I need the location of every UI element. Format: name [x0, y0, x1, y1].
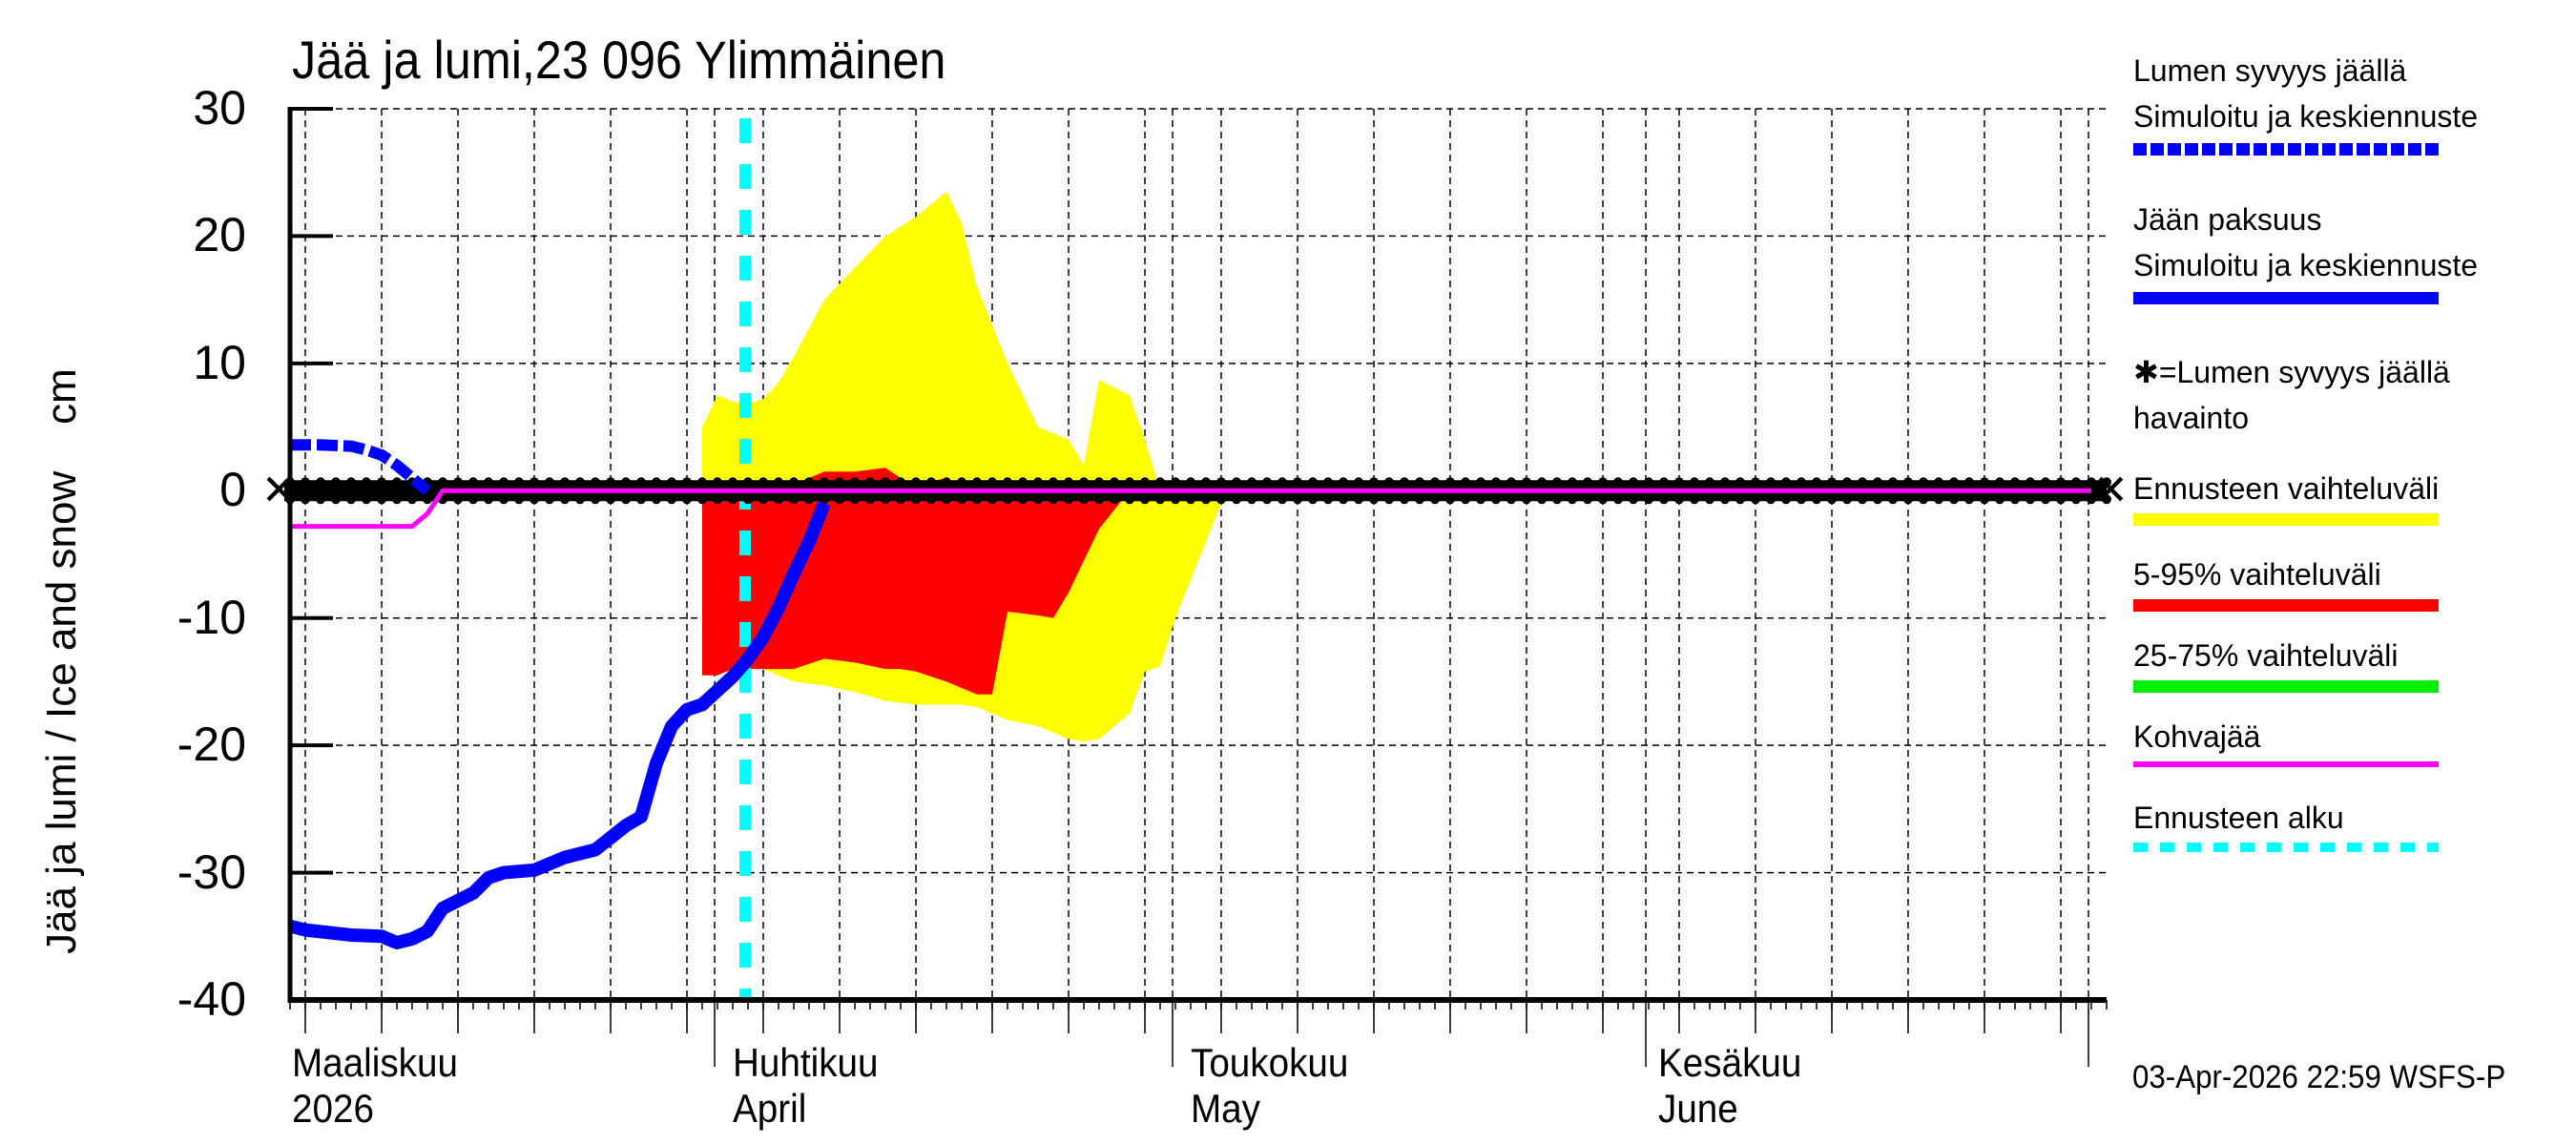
legend-swatch [2133, 761, 2439, 767]
y-tick-label: -40 [177, 972, 246, 1026]
legend-swatch [2133, 843, 2439, 852]
legend-label: Lumen syvyys jäällä [2133, 53, 2407, 88]
month-label: Maaliskuu 2026 [292, 1040, 458, 1131]
timestamp: 03-Apr-2026 22:59 WSFS-P [2132, 1059, 2506, 1095]
legend-label: 5-95% vaihteluväli [2133, 557, 2381, 592]
y-tick-label: 20 [193, 208, 246, 262]
axes [287, 107, 2108, 1067]
legend-label: Jään paksuus [2133, 202, 2322, 237]
legend-label: 25-75% vaihteluväli [2133, 638, 2399, 673]
month-label: Huhtikuu April [733, 1040, 879, 1131]
y-tick-label: -20 [177, 718, 246, 772]
y-tick-label: 10 [193, 335, 246, 389]
y-tick-label: 30 [193, 81, 246, 135]
chart-title: Jää ja lumi,23 096 Ylimmäinen [292, 30, 946, 90]
legend-label: Simuloitu ja keskiennuste [2133, 248, 2479, 282]
legend-label: ✱=Lumen syvyys jäällä [2133, 355, 2450, 389]
series-0 [288, 501, 831, 949]
legend-swatch [2133, 143, 2439, 156]
legend-swatch [2133, 680, 2439, 693]
legend-swatch [2133, 599, 2439, 612]
y-tick-label: 0 [219, 463, 246, 517]
series-2 [290, 488, 2091, 530]
series-1 [290, 439, 431, 495]
legend-label: havainto [2133, 401, 2249, 435]
y-tick-label: -10 [177, 590, 246, 644]
legend-label: Ennusteen vaihteluväli [2133, 471, 2440, 506]
legend-label: Simuloitu ja keskiennuste [2133, 99, 2479, 134]
y-axis-label: Jää ja lumi / Ice and snow cm [38, 368, 85, 954]
month-label: Kesäkuu June [1658, 1040, 1802, 1131]
legend-label: Ennusteen alku [2133, 801, 2344, 835]
legend-label: Kohvajää [2133, 719, 2261, 754]
svg-text:✕: ✕ [2093, 466, 2129, 514]
legend-swatch [2133, 292, 2439, 304]
y-tick-label: -30 [177, 844, 246, 899]
legend-swatch [2133, 513, 2439, 526]
forecast-bands [702, 191, 1236, 742]
month-label: Toukokuu May [1191, 1040, 1349, 1131]
